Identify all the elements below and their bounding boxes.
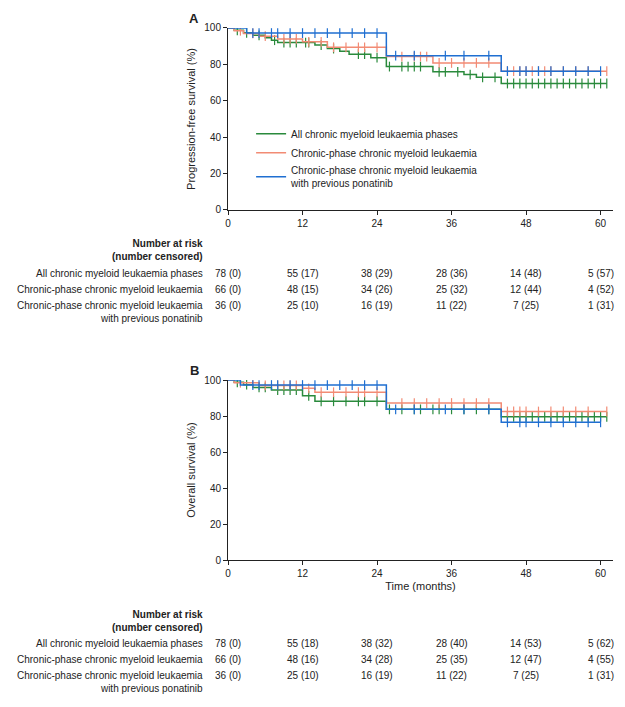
- svg-text:28 (36): 28 (36): [436, 268, 468, 279]
- svg-text:4 (52): 4 (52): [588, 284, 614, 295]
- svg-text:60: 60: [210, 95, 222, 106]
- svg-text:78 (0): 78 (0): [215, 638, 241, 649]
- svg-text:28 (40): 28 (40): [436, 638, 468, 649]
- svg-text:40: 40: [210, 132, 222, 143]
- svg-text:7 (25): 7 (25): [513, 300, 539, 311]
- svg-text:48: 48: [520, 568, 532, 579]
- svg-text:60: 60: [595, 568, 607, 579]
- svg-text:60: 60: [210, 447, 222, 458]
- svg-text:36: 36: [446, 218, 458, 229]
- svg-text:25 (32): 25 (32): [436, 284, 468, 295]
- svg-text:16 (19): 16 (19): [361, 670, 393, 681]
- svg-text:48 (15): 48 (15): [287, 284, 319, 295]
- svg-text:38 (32): 38 (32): [361, 638, 393, 649]
- svg-text:100: 100: [204, 22, 221, 33]
- svg-text:25 (35): 25 (35): [436, 654, 468, 665]
- svg-text:80: 80: [210, 411, 222, 422]
- svg-text:Time (months): Time (months): [385, 580, 456, 592]
- svg-text:16 (19): 16 (19): [361, 300, 393, 311]
- svg-text:Chronic-phase chronic myeloid: Chronic-phase chronic myeloid leukaemia: [17, 284, 203, 295]
- svg-text:Chronic-phase chronic myeloid: Chronic-phase chronic myeloid leukaemiaw…: [17, 670, 203, 694]
- svg-text:1 (31): 1 (31): [588, 670, 614, 681]
- svg-text:All chronic myeloid leukaemia: All chronic myeloid leukaemia phases: [36, 638, 203, 649]
- svg-text:Chronic-phase chronic myeloid: Chronic-phase chronic myeloid leukaemia: [17, 654, 203, 665]
- svg-text:25 (10): 25 (10): [287, 300, 319, 311]
- svg-text:34 (26): 34 (26): [361, 284, 393, 295]
- svg-text:38 (29): 38 (29): [361, 268, 393, 279]
- svg-text:36 (0): 36 (0): [215, 300, 241, 311]
- svg-text:48: 48: [520, 218, 532, 229]
- svg-text:B: B: [190, 363, 199, 378]
- svg-text:Progression-free survival (%): Progression-free survival (%): [185, 48, 197, 190]
- svg-text:55 (17): 55 (17): [287, 268, 319, 279]
- svg-text:24: 24: [371, 568, 383, 579]
- svg-text:5 (62): 5 (62): [588, 638, 614, 649]
- svg-text:1 (31): 1 (31): [588, 300, 614, 311]
- svg-text:Number at risk(number censored: Number at risk(number censored): [112, 609, 203, 633]
- svg-text:34 (28): 34 (28): [361, 654, 393, 665]
- svg-text:36 (0): 36 (0): [215, 670, 241, 681]
- svg-text:12 (44): 12 (44): [510, 284, 542, 295]
- svg-text:12: 12: [297, 218, 309, 229]
- svg-text:66 (0): 66 (0): [215, 654, 241, 665]
- svg-text:All chronic myeloid leukaemia: All chronic myeloid leukaemia phases: [36, 268, 203, 279]
- svg-text:Overall survival (%): Overall survival (%): [185, 422, 197, 517]
- svg-text:Chronic-phase chronic myeloid: Chronic-phase chronic myeloid leukaemia: [291, 148, 477, 159]
- svg-text:11 (22): 11 (22): [436, 670, 467, 681]
- svg-text:20: 20: [210, 519, 222, 530]
- svg-text:40: 40: [210, 483, 222, 494]
- svg-text:Number at risk(number censored: Number at risk(number censored): [112, 238, 203, 262]
- svg-text:0: 0: [225, 568, 231, 579]
- svg-text:Chronic-phase chronic myeloid: Chronic-phase chronic myeloid leukaemiaw…: [17, 300, 203, 324]
- svg-text:A: A: [189, 11, 199, 26]
- svg-text:12 (47): 12 (47): [510, 654, 542, 665]
- svg-text:0: 0: [215, 204, 221, 215]
- svg-text:5 (57): 5 (57): [588, 268, 614, 279]
- svg-text:0: 0: [215, 555, 221, 566]
- svg-text:48 (16): 48 (16): [287, 654, 319, 665]
- svg-text:78 (0): 78 (0): [215, 268, 241, 279]
- svg-text:All chronic myeloid leukaemia: All chronic myeloid leukaemia phases: [291, 129, 458, 140]
- svg-text:Chronic-phase chronic myeloid: Chronic-phase chronic myeloid leukaemiaw…: [290, 165, 477, 189]
- svg-text:80: 80: [210, 59, 222, 70]
- svg-text:55 (18): 55 (18): [287, 638, 319, 649]
- svg-text:36: 36: [446, 568, 458, 579]
- svg-text:7 (25): 7 (25): [513, 670, 539, 681]
- svg-text:24: 24: [371, 218, 383, 229]
- svg-text:11 (22): 11 (22): [436, 300, 467, 311]
- svg-text:25 (10): 25 (10): [287, 670, 319, 681]
- svg-text:12: 12: [297, 568, 309, 579]
- svg-text:14 (48): 14 (48): [510, 268, 542, 279]
- svg-text:60: 60: [595, 218, 607, 229]
- svg-text:66 (0): 66 (0): [215, 284, 241, 295]
- svg-text:100: 100: [204, 375, 221, 386]
- svg-text:14 (53): 14 (53): [510, 638, 542, 649]
- svg-text:4 (55): 4 (55): [588, 654, 614, 665]
- svg-text:20: 20: [210, 168, 222, 179]
- svg-text:0: 0: [225, 218, 231, 229]
